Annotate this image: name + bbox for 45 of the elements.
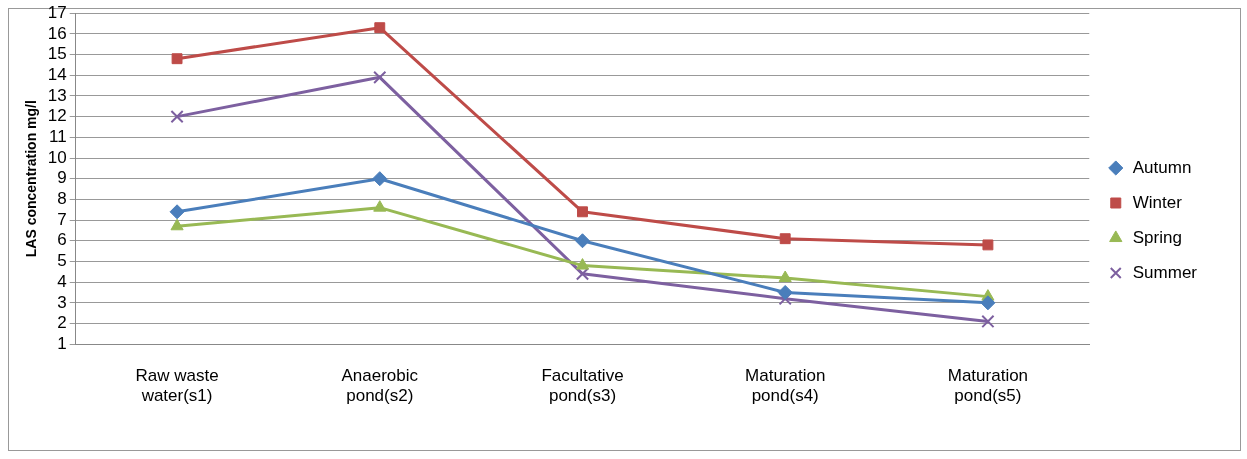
point xyxy=(575,258,590,270)
y-tick-label: 14 xyxy=(47,64,67,84)
point xyxy=(982,239,994,251)
y-tick-label: 8 xyxy=(57,189,67,209)
x-tick-label: Facultative pond(s3) xyxy=(541,366,624,406)
y-tick-label: 4 xyxy=(57,271,67,291)
y-tick-label: 2 xyxy=(57,313,67,333)
point xyxy=(170,218,184,231)
point xyxy=(779,233,791,245)
y-tick-label: 5 xyxy=(57,251,67,271)
y-tick-label: 12 xyxy=(47,106,67,126)
point xyxy=(374,22,386,34)
y-tick-label: 15 xyxy=(47,44,67,64)
x-tick-label: Maturation pond(s4) xyxy=(745,366,826,406)
point xyxy=(373,70,387,84)
x-tick-label: Raw waste water(s1) xyxy=(135,366,219,406)
y-axis-title: LAS concentration mg/l xyxy=(23,100,40,258)
point xyxy=(372,171,388,187)
point xyxy=(169,204,185,220)
y-tick-label: 17 xyxy=(47,2,67,22)
legend-label: Spring xyxy=(1132,227,1182,247)
legend-label: Autumn xyxy=(1132,157,1192,177)
point xyxy=(981,314,995,329)
y-tick-label: 9 xyxy=(57,168,67,188)
y-tick-label: 3 xyxy=(57,292,67,312)
point xyxy=(575,267,590,281)
point xyxy=(171,53,183,65)
point xyxy=(574,233,590,249)
legend-label: Summer xyxy=(1132,262,1198,282)
point xyxy=(577,206,588,218)
point xyxy=(777,284,793,300)
legend-label: Winter xyxy=(1132,192,1183,212)
x-tick-label: Anaerobic pond(s2) xyxy=(341,366,419,406)
y-tick-label: 16 xyxy=(47,23,67,43)
point xyxy=(980,295,996,311)
y-tick-label: 7 xyxy=(57,209,67,229)
x-tick-label: Maturation pond(s5) xyxy=(947,366,1029,406)
y-tick-label: 10 xyxy=(47,147,67,167)
y-tick-label: 13 xyxy=(47,85,67,105)
y-tick-label: 1 xyxy=(57,333,67,353)
y-tick-label: 11 xyxy=(49,127,67,147)
point xyxy=(373,200,387,212)
point xyxy=(778,270,792,282)
y-tick-label: 6 xyxy=(57,230,67,250)
point xyxy=(170,109,184,124)
